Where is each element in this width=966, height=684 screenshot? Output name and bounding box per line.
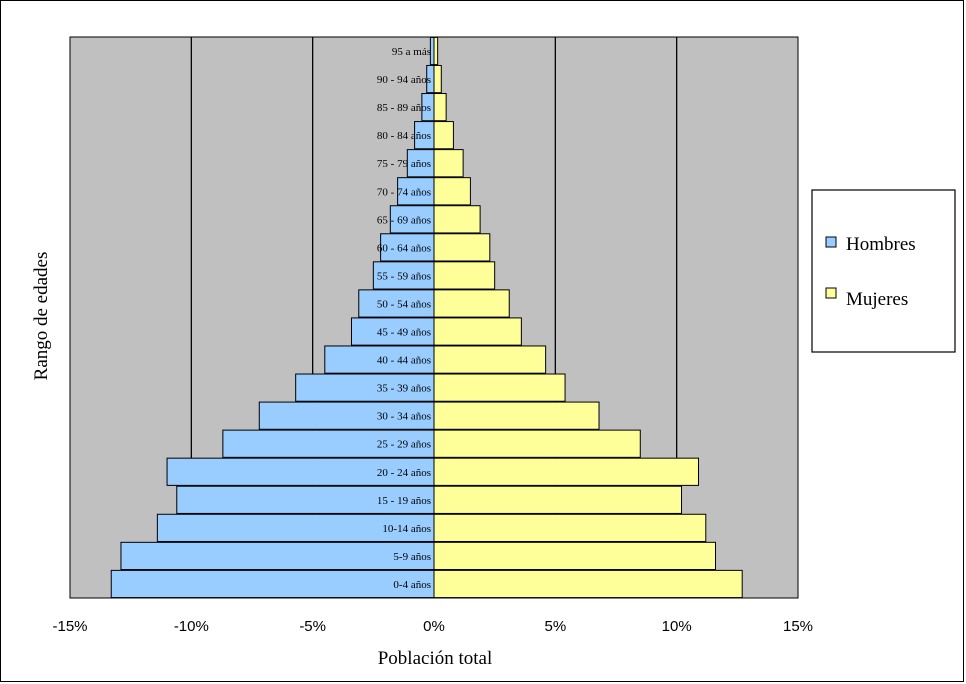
- age-label: 0-4 años: [393, 579, 431, 591]
- x-tick-label: 10%: [662, 618, 692, 635]
- bar-mujeres-0: [433, 569, 743, 599]
- bar-mujeres-16: [433, 121, 454, 150]
- age-label: 90 - 94 años: [377, 74, 431, 86]
- bar-mujeres-10: [433, 289, 510, 318]
- x-tick-label: -15%: [52, 618, 87, 635]
- age-label: 35 - 39 años: [377, 383, 431, 395]
- bar-mujeres-5: [433, 429, 641, 458]
- x-tick-label: 5%: [544, 618, 566, 635]
- legend-box: [811, 189, 956, 353]
- age-label: 75 - 79 años: [377, 158, 431, 170]
- bar-hombres-11: [372, 261, 435, 290]
- bar-mujeres-18: [433, 64, 442, 94]
- age-labels: 0-4 años 5-9 años 10-14 años 15 - 19 años 20…: [377, 46, 431, 591]
- bar-mujeres-13: [433, 205, 481, 234]
- bar-mujeres-4: [433, 457, 700, 486]
- bar-hombres-10: [358, 289, 435, 318]
- x-axis-title: Población total: [378, 648, 493, 669]
- bar-mujeres-12: [433, 233, 491, 262]
- bar-hombres-1: [120, 541, 435, 571]
- age-label: 50 - 54 años: [377, 298, 431, 310]
- bar-mujeres-7: [433, 373, 566, 402]
- age-label: 65 - 69 años: [377, 214, 431, 226]
- y-axis-title: Rango de edades: [31, 252, 52, 381]
- age-label: 60 - 64 años: [377, 242, 431, 254]
- bar-mujeres-1: [433, 541, 716, 571]
- age-label: 30 - 34 años: [377, 411, 431, 423]
- bar-mujeres-15: [433, 149, 464, 178]
- bar-mujeres-8: [433, 345, 547, 374]
- legend-swatch-hombres: [825, 236, 837, 248]
- x-tick-label: -10%: [174, 618, 209, 635]
- x-tick-label: -5%: [299, 618, 326, 635]
- age-label: 40 - 44 años: [377, 355, 431, 367]
- bar-hombres-3: [176, 485, 435, 514]
- bar-hombres-6: [258, 401, 435, 430]
- x-tick-label: 0%: [423, 618, 445, 635]
- x-tick-label: 15%: [783, 618, 813, 635]
- bar-mujeres-17: [433, 93, 447, 122]
- bar-mujeres-14: [433, 177, 471, 206]
- bar-hombres-8: [324, 345, 435, 374]
- age-label: 5-9 años: [393, 551, 431, 563]
- bar-hombres-9: [350, 317, 435, 346]
- bar-mujeres-6: [433, 401, 600, 430]
- age-label: 80 - 84 años: [377, 130, 431, 142]
- age-label: 70 - 74 años: [377, 186, 431, 198]
- bar-mujeres-3: [433, 485, 683, 514]
- bar-hombres-15: [406, 149, 435, 178]
- bar-mujeres-9: [433, 317, 522, 346]
- age-label: 25 - 29 años: [377, 439, 431, 451]
- age-label: 10-14 años: [382, 523, 431, 535]
- legend-label-mujeres: Mujeres: [846, 289, 908, 310]
- bar-mujeres-11: [433, 261, 496, 290]
- age-label: 55 - 59 años: [377, 270, 431, 282]
- legend-swatch-mujeres: [825, 287, 837, 299]
- age-label: 15 - 19 años: [377, 495, 431, 507]
- x-axis-ticks: -15% -10% -5% 0% 5% 10% 15%: [52, 618, 813, 635]
- age-label: 45 - 49 años: [377, 327, 431, 339]
- bar-mujeres-2: [433, 513, 707, 542]
- bar-mujeres-19: [433, 36, 439, 66]
- legend: Hombres Mujeres: [811, 189, 956, 353]
- age-label: 85 - 89 años: [377, 102, 431, 114]
- bar-hombres-7: [295, 373, 435, 402]
- age-label: 95 a más: [392, 46, 431, 58]
- age-label: 20 - 24 años: [377, 467, 431, 479]
- bar-hombres-0: [110, 569, 435, 599]
- legend-label-hombres: Hombres: [846, 234, 916, 255]
